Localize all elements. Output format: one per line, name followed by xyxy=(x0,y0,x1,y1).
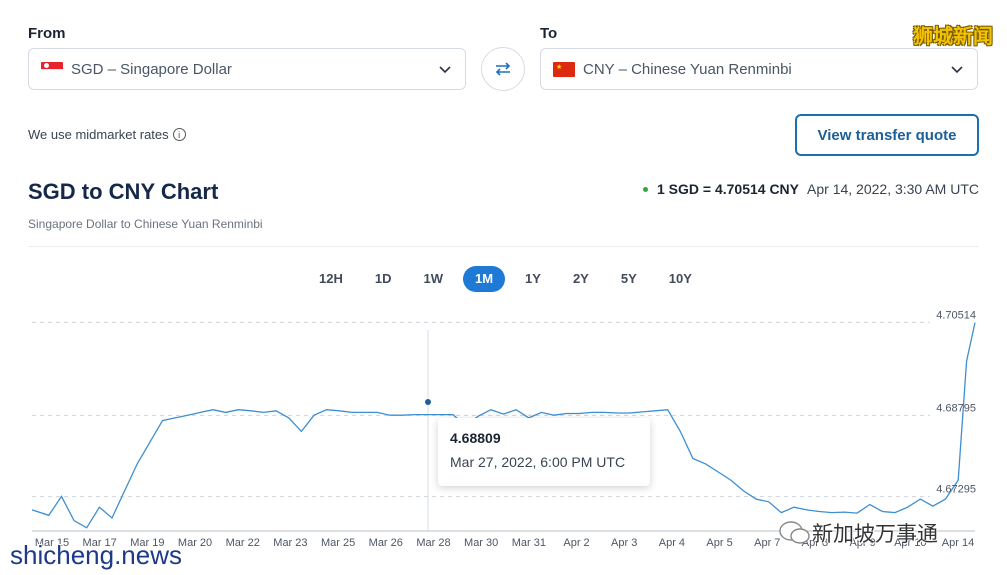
chevron-down-icon[interactable] xyxy=(437,61,453,77)
swap-arrows-icon xyxy=(495,62,511,76)
rate-timestamp: Apr 14, 2022, 3:30 AM UTC xyxy=(807,181,979,197)
x-tick-label: Mar 17 xyxy=(83,537,117,549)
chart-tooltip: 4.68809 Mar 27, 2022, 6:00 PM UTC xyxy=(438,418,650,486)
view-transfer-quote-button[interactable]: View transfer quote xyxy=(795,114,979,156)
x-tick-label: Mar 20 xyxy=(178,537,212,549)
x-tick-label: Apr 4 xyxy=(659,537,685,549)
from-currency-select[interactable]: SGD – Singapore Dollar xyxy=(28,48,466,90)
x-tick-label: Mar 26 xyxy=(369,537,403,549)
range-tabs: 12H 1D 1W 1M 1Y 2Y 5Y 10Y xyxy=(307,266,712,292)
y-tick-label: 4.70514 xyxy=(936,309,976,321)
x-tick-label: Mar 28 xyxy=(416,537,450,549)
x-tick-label: Apr 2 xyxy=(563,537,589,549)
x-tick-label: Apr 5 xyxy=(706,537,732,549)
tab-1w[interactable]: 1W xyxy=(423,271,443,286)
tooltip-value: 4.68809 xyxy=(450,430,501,446)
tab-2y[interactable]: 2Y xyxy=(572,271,589,286)
tab-10y[interactable]: 10Y xyxy=(668,271,692,286)
chart-title: SGD to CNY Chart xyxy=(28,179,219,204)
x-tick-label: Apr 8 xyxy=(802,537,828,549)
exchange-rate-chart[interactable]: Mar 15 Mar 17 Mar 19 Mar 20 Mar 22 Mar 23 Mar … xyxy=(0,300,1007,555)
tab-12h[interactable]: 12H xyxy=(319,271,343,286)
x-tick-label: Apr 7 xyxy=(754,537,780,549)
tooltip-time: Mar 27, 2022, 6:00 PM UTC xyxy=(450,454,626,470)
watermark-bottom-right-text: 新加坡万事通 xyxy=(812,523,938,546)
to-currency-select[interactable]: ★ CNY – Chinese Yuan Renminbi xyxy=(540,48,978,90)
y-tick-label: 4.68795 xyxy=(936,402,976,414)
tab-5y[interactable]: 5Y xyxy=(620,271,637,286)
x-tick-label: Apr 3 xyxy=(611,537,637,549)
x-tick-label: Mar 15 xyxy=(35,537,69,549)
x-tick-label: Mar 25 xyxy=(321,537,355,549)
current-rate: 1 SGD = 4.70514 CNY Apr 14, 2022, 3:30 A… xyxy=(642,181,979,197)
rate-text: 1 SGD = 4.70514 CNY xyxy=(656,181,800,197)
x-tick-label: Mar 19 xyxy=(130,537,164,549)
from-currency-value: SGD – Singapore Dollar xyxy=(71,60,232,78)
y-tick-label: 4.67295 xyxy=(936,484,976,496)
info-icon[interactable]: i xyxy=(172,128,186,141)
x-tick-label: Mar 30 xyxy=(464,537,498,549)
x-tick-label: Apr 9 xyxy=(849,537,875,549)
x-tick-label: Mar 22 xyxy=(226,537,260,549)
singapore-flag-icon xyxy=(41,61,63,77)
watermark-bottom-left: shicheng.news xyxy=(10,540,182,570)
from-label: From xyxy=(28,25,66,42)
chevron-down-icon[interactable] xyxy=(949,61,965,77)
live-dot-icon xyxy=(642,186,648,192)
tab-1y[interactable]: 1Y xyxy=(525,271,541,286)
tab-1m[interactable]: 1M xyxy=(462,266,506,292)
hover-point xyxy=(425,399,431,405)
x-tick-label: Apr 14 xyxy=(942,537,974,549)
watermark-bottom-right: 新加坡万事通 xyxy=(778,518,938,548)
chart-subtitle: Singapore Dollar to Chinese Yuan Renminb… xyxy=(28,217,263,231)
chat-bubble-icon xyxy=(779,521,810,544)
swap-currencies-button[interactable] xyxy=(481,47,525,91)
to-currency-value: CNY – Chinese Yuan Renminbi xyxy=(583,60,792,78)
china-flag-icon: ★ xyxy=(553,61,575,77)
x-tick-label: Mar 31 xyxy=(512,537,546,549)
to-label: To xyxy=(540,25,558,42)
divider xyxy=(28,246,979,247)
x-tick-label: Mar 23 xyxy=(273,537,307,549)
midmarket-note-text: We use midmarket rates xyxy=(28,127,169,142)
midmarket-note: We use midmarket rates i xyxy=(28,127,186,142)
watermark-top-right: 狮城新闻 xyxy=(913,26,993,48)
tab-1d[interactable]: 1D xyxy=(374,271,392,286)
rate-series-line xyxy=(31,322,976,529)
x-tick-label: Apr 10 xyxy=(894,537,926,549)
